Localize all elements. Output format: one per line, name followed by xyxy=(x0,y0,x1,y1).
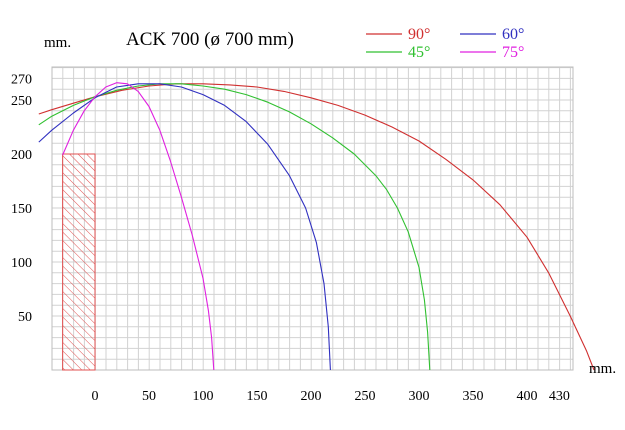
nozzle-hatch-rect xyxy=(62,153,96,371)
y-tick-label: 150 xyxy=(11,202,32,217)
chart-title: ACK 700 (ø 700 mm) xyxy=(126,29,294,50)
series-line-2 xyxy=(38,83,331,371)
series-line-0 xyxy=(38,83,595,371)
series-lines xyxy=(38,82,595,371)
y-tick-label: 100 xyxy=(11,256,32,271)
y-tick-label: 50 xyxy=(18,310,32,325)
legend-label: 45° xyxy=(408,44,430,61)
x-tick-label: 250 xyxy=(355,389,376,404)
plot-frame xyxy=(51,66,574,371)
x-tick-label: 0 xyxy=(92,389,99,404)
y-axis-label: mm. xyxy=(44,35,71,51)
x-tick-label: 400 xyxy=(517,389,538,404)
axis-ticks: 0 50 100 150 200 250 300 350 400 430 50 100 150 200 25… xyxy=(11,72,570,404)
y-tick-label: 250 xyxy=(11,94,32,109)
y-tick-label: 270 xyxy=(11,72,32,87)
x-tick-label: 100 xyxy=(193,389,214,404)
plot-grid xyxy=(51,66,574,371)
legend-label: 90° xyxy=(408,26,430,43)
legend-label: 75° xyxy=(502,44,524,61)
x-tick-label: 50 xyxy=(142,389,156,404)
y-tick-label: 200 xyxy=(11,148,32,163)
series-line-1 xyxy=(38,83,431,371)
x-tick-label: 350 xyxy=(463,389,484,404)
legend-label: 60° xyxy=(502,26,524,43)
x-tick-label: 200 xyxy=(301,389,322,404)
legend: 90° 60° 45° 75° xyxy=(366,26,524,61)
nozzle-block xyxy=(62,153,96,371)
x-tick-label: 430 xyxy=(549,389,570,404)
x-axis-label: mm. xyxy=(589,361,616,377)
x-tick-label: 300 xyxy=(409,389,430,404)
series-line-3 xyxy=(62,82,215,371)
x-tick-label: 150 xyxy=(247,389,268,404)
